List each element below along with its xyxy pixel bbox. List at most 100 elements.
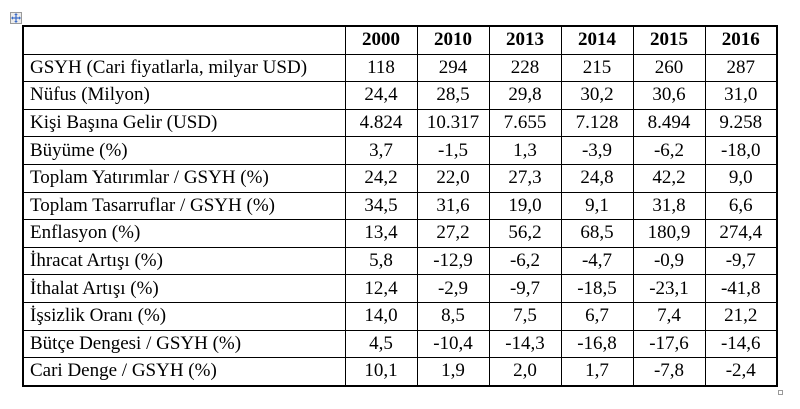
value-cell: 12,4 [344,274,418,303]
value-cell: 27,2 [416,219,490,248]
value-cell: 34,5 [344,191,418,221]
row-label-cari-denge: Cari Denge / GSYH (%) [22,357,346,387]
value-cell: 24,2 [344,163,418,193]
value-cell: -2,9 [416,274,490,303]
value-cell: 1,3 [488,136,562,165]
value-cell: -10,4 [416,329,490,359]
value-cell: 7,4 [632,301,706,331]
value-cell: 4.824 [344,108,418,138]
table-row: Enflasyon (%) 13,4 27,2 56,2 68,5 180,9 … [22,219,778,248]
value-cell: 56,2 [488,219,562,248]
value-cell: 260 [632,53,706,83]
year-header-2015: 2015 [632,25,706,55]
value-cell: 9,0 [704,163,778,193]
value-cell: 5,8 [344,246,418,276]
table-row: Nüfus (Milyon) 24,4 28,5 29,8 30,2 30,6 … [22,81,778,110]
value-cell: 30,6 [632,81,706,110]
row-label-toplam-tasarruflar: Toplam Tasarruflar / GSYH (%) [22,191,346,221]
header-row: 2000 2010 2013 2014 2015 2016 [22,25,778,55]
value-cell: 7.655 [488,108,562,138]
table-row: Bütçe Dengesi / GSYH (%) 4,5 -10,4 -14,3… [22,329,778,359]
table-row: GSYH (Cari fiyatlarla, milyar USD) 118 2… [22,53,778,83]
year-header-2010: 2010 [416,25,490,55]
value-cell: 9,1 [560,191,634,221]
table-row: Kişi Başına Gelir (USD) 4.824 10.317 7.6… [22,108,778,138]
value-cell: 8,5 [416,301,490,331]
corner-cell [22,25,346,55]
value-cell: 31,0 [704,81,778,110]
value-cell: 21,2 [704,301,778,331]
value-cell: -4,7 [560,246,634,276]
value-cell: 30,2 [560,81,634,110]
value-cell: -9,7 [704,246,778,276]
value-cell: 1,9 [416,357,490,387]
row-label-buyume: Büyüme (%) [22,136,346,165]
value-cell: 31,8 [632,191,706,221]
value-cell: -16,8 [560,329,634,359]
value-cell: 24,8 [560,163,634,193]
value-cell: -17,6 [632,329,706,359]
row-label-toplam-yatirimlar: Toplam Yatırımlar / GSYH (%) [22,163,346,193]
value-cell: 180,9 [632,219,706,248]
value-cell: 68,5 [560,219,634,248]
row-label-kisi-basina-gelir: Kişi Başına Gelir (USD) [22,108,346,138]
value-cell: -23,1 [632,274,706,303]
table-row: İhracat Artışı (%) 5,8 -12,9 -6,2 -4,7 -… [22,246,778,276]
table-row: Toplam Yatırımlar / GSYH (%) 24,2 22,0 2… [22,163,778,193]
economic-indicators-table: 2000 2010 2013 2014 2015 2016 GSYH (Cari… [22,25,778,387]
table-row: İthalat Artışı (%) 12,4 -2,9 -9,7 -18,5 … [22,274,778,303]
value-cell: 27,3 [488,163,562,193]
row-label-issizlik-orani: İşsizlik Oranı (%) [22,301,346,331]
value-cell: 228 [488,53,562,83]
value-cell: 7,5 [488,301,562,331]
value-cell: -6,2 [632,136,706,165]
value-cell: -12,9 [416,246,490,276]
row-label-gsyh: GSYH (Cari fiyatlarla, milyar USD) [22,53,346,83]
value-cell: -9,7 [488,274,562,303]
value-cell: 10.317 [416,108,490,138]
value-cell: 22,0 [416,163,490,193]
table-resize-handle-icon[interactable] [778,390,783,395]
value-cell: -0,9 [632,246,706,276]
year-header-2014: 2014 [560,25,634,55]
row-label-nufus: Nüfus (Milyon) [22,81,346,110]
table-move-handle[interactable] [10,12,22,24]
value-cell: 3,7 [344,136,418,165]
value-cell: 2,0 [488,357,562,387]
value-cell: 31,6 [416,191,490,221]
table-row: Cari Denge / GSYH (%) 10,1 1,9 2,0 1,7 -… [22,357,778,387]
value-cell: -3,9 [560,136,634,165]
value-cell: 6,6 [704,191,778,221]
value-cell: -18,0 [704,136,778,165]
value-cell: -18,5 [560,274,634,303]
value-cell: 215 [560,53,634,83]
value-cell: 118 [344,53,418,83]
value-cell: 9.258 [704,108,778,138]
value-cell: -6,2 [488,246,562,276]
row-label-ithalat-artisi: İthalat Artışı (%) [22,274,346,303]
table-row: İşsizlik Oranı (%) 14,0 8,5 7,5 6,7 7,4 … [22,301,778,331]
value-cell: 19,0 [488,191,562,221]
value-cell: -1,5 [416,136,490,165]
value-cell: 14,0 [344,301,418,331]
table-row: Büyüme (%) 3,7 -1,5 1,3 -3,9 -6,2 -18,0 [22,136,778,165]
value-cell: 8.494 [632,108,706,138]
year-header-2016: 2016 [704,25,778,55]
value-cell: 29,8 [488,81,562,110]
value-cell: 13,4 [344,219,418,248]
value-cell: -2,4 [704,357,778,387]
table-move-handle-icon [11,13,21,23]
row-label-ihracat-artisi: İhracat Artışı (%) [22,246,346,276]
value-cell: 274,4 [704,219,778,248]
value-cell: 28,5 [416,81,490,110]
row-label-butce-dengesi: Bütçe Dengesi / GSYH (%) [22,329,346,359]
year-header-2000: 2000 [344,25,418,55]
value-cell: 4,5 [344,329,418,359]
value-cell: -14,6 [704,329,778,359]
value-cell: 10,1 [344,357,418,387]
value-cell: -14,3 [488,329,562,359]
value-cell: 294 [416,53,490,83]
value-cell: 7.128 [560,108,634,138]
year-header-2013: 2013 [488,25,562,55]
value-cell: 287 [704,53,778,83]
